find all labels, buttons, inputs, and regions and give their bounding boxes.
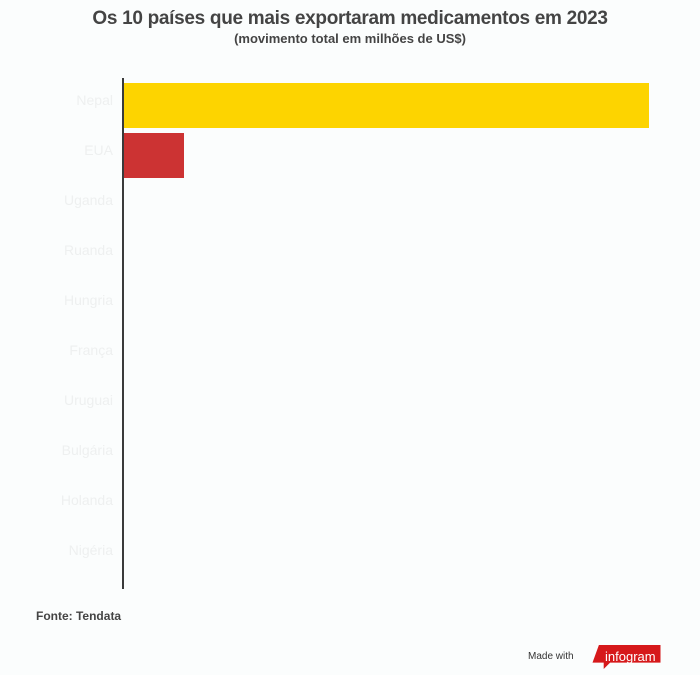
bar-row: Hungria <box>0 278 700 328</box>
category-label: EUA <box>84 142 113 158</box>
made-with-label: Made with <box>528 651 574 662</box>
infogram-logo-icon[interactable] <box>584 645 669 669</box>
category-label: Uruguai <box>63 392 113 408</box>
bar-row: Nepal <box>0 78 700 128</box>
bar-row: Nigéria <box>0 528 700 578</box>
category-label: Bulgária <box>61 442 113 458</box>
source-note: Fonte: Tendata <box>36 609 122 623</box>
category-label: Nepal <box>76 92 113 108</box>
bar[interactable] <box>124 133 184 178</box>
bar-row: Holanda <box>0 478 700 528</box>
chart-title: Os 10 países que mais exportaram medicam… <box>92 8 608 29</box>
bar-row: Bulgária <box>0 428 700 478</box>
category-label: Uganda <box>63 192 113 208</box>
category-label: Holanda <box>60 492 113 508</box>
bar-row: Uruguai <box>0 378 700 428</box>
category-label: França <box>69 342 113 358</box>
infogram-brand[interactable]: infogram <box>605 649 656 664</box>
bar[interactable] <box>124 83 649 128</box>
chart-subtitle: (movimento total em milhões de US$) <box>234 31 466 46</box>
bar-row: Uganda <box>0 178 700 228</box>
bar-row: EUA <box>0 128 700 178</box>
bar-row: Ruanda <box>0 228 700 278</box>
category-label: Ruanda <box>63 242 113 258</box>
category-label: Hungria <box>63 292 113 308</box>
category-label: Nigéria <box>68 542 113 558</box>
y-axis-line <box>122 78 124 589</box>
bar-row: França <box>0 328 700 378</box>
